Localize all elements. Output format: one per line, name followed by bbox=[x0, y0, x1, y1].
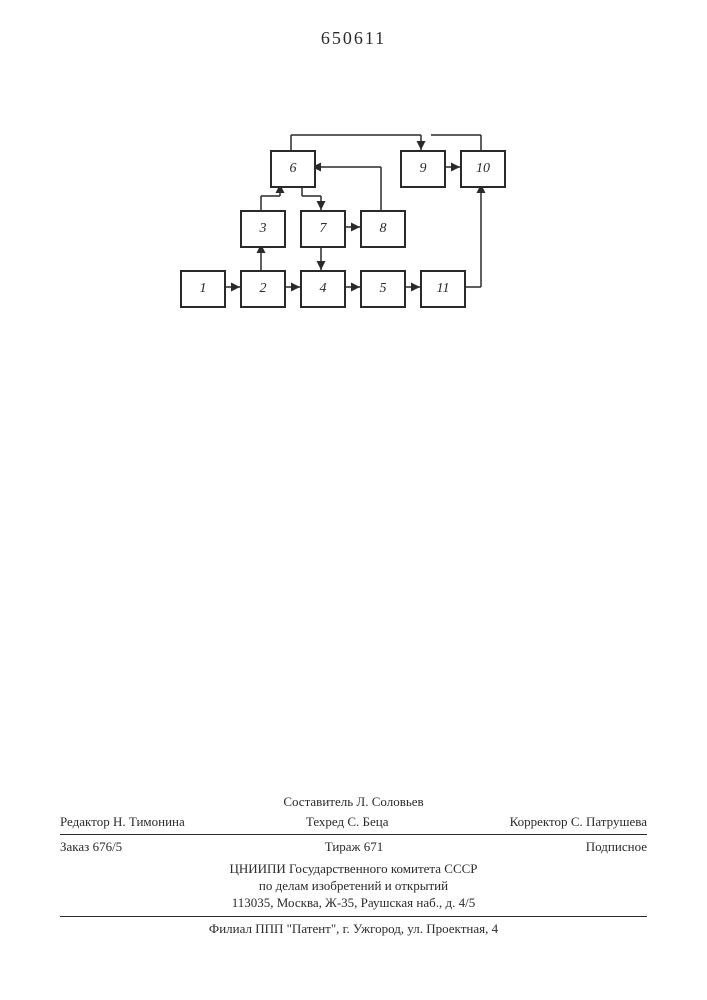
credits-row: Редактор Н. Тимонина Техред С. Беца Корр… bbox=[60, 812, 647, 832]
order: Заказ 676/5 bbox=[60, 839, 122, 855]
node-11: 11 bbox=[420, 270, 466, 308]
node-5: 5 bbox=[360, 270, 406, 308]
footer-block: Составитель Л. Соловьев Редактор Н. Тимо… bbox=[60, 792, 647, 940]
node-6: 6 bbox=[270, 150, 316, 188]
node-3: 3 bbox=[240, 210, 286, 248]
node-4: 4 bbox=[300, 270, 346, 308]
subscription: Подписное bbox=[586, 839, 647, 855]
compiler-line: Составитель Л. Соловьев bbox=[60, 792, 647, 812]
org-line1: ЦНИИПИ Государственного комитета СССР bbox=[60, 861, 647, 878]
org-line3: 113035, Москва, Ж-35, Раушская наб., д. … bbox=[60, 895, 647, 912]
page-number: 650611 bbox=[321, 28, 386, 49]
org-block: ЦНИИПИ Государственного комитета СССР по… bbox=[60, 859, 647, 914]
block-diagram: 1234567891011 bbox=[180, 110, 580, 330]
editor: Редактор Н. Тимонина bbox=[60, 814, 185, 830]
node-9: 9 bbox=[400, 150, 446, 188]
node-8: 8 bbox=[360, 210, 406, 248]
branch-line: Филиал ППП "Патент", г. Ужгород, ул. Про… bbox=[60, 919, 647, 940]
tirazh: Тираж 671 bbox=[325, 839, 384, 855]
print-row: Заказ 676/5 Тираж 671 Подписное bbox=[60, 837, 647, 857]
node-1: 1 bbox=[180, 270, 226, 308]
node-7: 7 bbox=[300, 210, 346, 248]
org-line2: по делам изобретений и открытий bbox=[60, 878, 647, 895]
node-2: 2 bbox=[240, 270, 286, 308]
node-10: 10 bbox=[460, 150, 506, 188]
corrector: Корректор С. Патрушева bbox=[510, 814, 647, 830]
techred: Техред С. Беца bbox=[306, 814, 389, 830]
